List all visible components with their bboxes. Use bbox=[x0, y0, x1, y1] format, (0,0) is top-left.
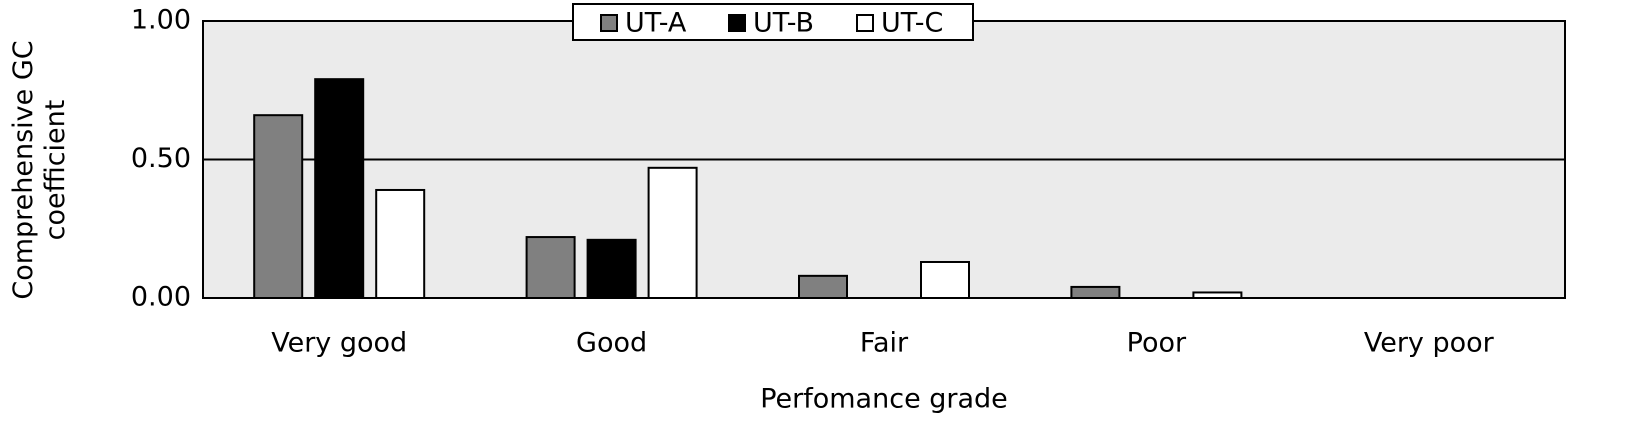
bar bbox=[920, 260, 970, 299]
bar bbox=[586, 238, 637, 299]
legend-swatch bbox=[728, 14, 746, 32]
legend-label: UT-B bbox=[753, 8, 814, 39]
bar bbox=[1070, 285, 1121, 300]
x-tick-label: Fair bbox=[860, 328, 909, 359]
x-tick-label: Very good bbox=[271, 328, 407, 359]
legend-box bbox=[572, 3, 974, 41]
bar bbox=[1192, 291, 1243, 299]
legend-label: UT-A bbox=[625, 8, 687, 39]
bar bbox=[253, 114, 304, 300]
legend-swatch bbox=[600, 14, 618, 32]
x-axis-label: Perfomance grade bbox=[760, 384, 1008, 415]
x-tick-label: Good bbox=[576, 328, 647, 359]
bar bbox=[525, 236, 576, 299]
x-tick-label: Poor bbox=[1127, 328, 1187, 359]
bar bbox=[314, 78, 365, 299]
y-axis-label: Comprehensive GC coefficient bbox=[8, 40, 71, 300]
legend-swatch bbox=[856, 14, 874, 32]
bar bbox=[647, 166, 698, 299]
bar bbox=[375, 188, 426, 299]
bar bbox=[798, 274, 848, 299]
legend-label: UT-C bbox=[881, 8, 943, 39]
x-tick-label: Very poor bbox=[1364, 328, 1495, 359]
y-tick-label: 0.50 bbox=[131, 143, 191, 174]
y-tick-label: 0.00 bbox=[131, 282, 191, 313]
y-tick-label: 1.00 bbox=[131, 5, 191, 36]
